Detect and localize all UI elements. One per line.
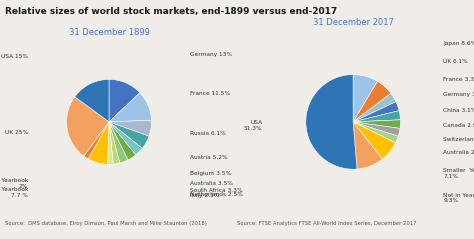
Text: Source:  DMS database, Elroy Dimson, Paul Marsh and Mike Staunton (2018): Source: DMS database, Elroy Dimson, Paul…: [5, 221, 207, 226]
Wedge shape: [109, 122, 128, 163]
Text: Smaller  Yearbook
7.1%: Smaller Yearbook 7.1%: [444, 168, 474, 179]
Text: Not in Yearbook
2%: Not in Yearbook 2%: [0, 178, 28, 189]
Text: USA 15%: USA 15%: [1, 54, 28, 59]
Text: Netherlands 2.5%: Netherlands 2.5%: [190, 192, 243, 197]
Wedge shape: [109, 79, 140, 122]
Text: Germany 13%: Germany 13%: [190, 52, 232, 57]
Wedge shape: [353, 81, 391, 122]
Text: Australia 3.5%: Australia 3.5%: [190, 181, 233, 186]
Wedge shape: [353, 75, 377, 122]
Wedge shape: [306, 75, 357, 169]
Wedge shape: [109, 122, 149, 148]
Wedge shape: [109, 122, 142, 155]
Wedge shape: [108, 122, 113, 164]
Text: China 3.1%: China 3.1%: [444, 108, 474, 113]
Text: Italy 2.1%: Italy 2.1%: [190, 193, 220, 198]
Text: Not in Yearbook
9.3%: Not in Yearbook 9.3%: [444, 193, 474, 203]
Text: France 3.3%: France 3.3%: [444, 77, 474, 82]
Text: Belgium 3.5%: Belgium 3.5%: [190, 171, 231, 176]
Text: Russia 6.1%: Russia 6.1%: [190, 130, 226, 136]
Wedge shape: [109, 122, 120, 164]
Wedge shape: [109, 122, 136, 160]
Text: UK 6.1%: UK 6.1%: [444, 59, 468, 64]
Text: UK 25%: UK 25%: [5, 130, 28, 135]
Text: Australia 2.4%: Australia 2.4%: [444, 150, 474, 155]
Text: USA
51.3%: USA 51.3%: [244, 120, 263, 131]
Wedge shape: [353, 122, 398, 143]
Wedge shape: [109, 120, 152, 136]
Wedge shape: [66, 97, 109, 156]
Wedge shape: [75, 79, 109, 122]
Text: Relative sizes of world stock markets, end-1899 versus end-2017: Relative sizes of world stock markets, e…: [5, 7, 337, 16]
Text: France 11.5%: France 11.5%: [190, 91, 230, 96]
Wedge shape: [88, 122, 109, 164]
Wedge shape: [109, 93, 152, 122]
Text: Austria 5.2%: Austria 5.2%: [190, 155, 228, 160]
Wedge shape: [353, 120, 401, 128]
Text: Smaller Yearbook
7.7 %: Smaller Yearbook 7.7 %: [0, 187, 28, 198]
Text: South Africa 3.3%: South Africa 3.3%: [190, 188, 243, 193]
Wedge shape: [353, 102, 399, 122]
Title: 31 December 1899: 31 December 1899: [69, 28, 149, 37]
Wedge shape: [353, 122, 383, 169]
Wedge shape: [353, 122, 400, 136]
Wedge shape: [353, 93, 396, 122]
Wedge shape: [84, 122, 109, 159]
Wedge shape: [353, 122, 395, 159]
Wedge shape: [353, 111, 401, 122]
Title: 31 December 2017: 31 December 2017: [313, 18, 393, 27]
Text: Germany 3.2%: Germany 3.2%: [444, 92, 474, 97]
Text: Canada 2.9%: Canada 2.9%: [444, 123, 474, 128]
Text: Source: FTSE Analytics FTSE All-World Index Series, December 2017: Source: FTSE Analytics FTSE All-World In…: [237, 221, 417, 226]
Text: Switzerland 2.7%: Switzerland 2.7%: [444, 137, 474, 142]
Text: Japan 8.6%: Japan 8.6%: [444, 41, 474, 46]
